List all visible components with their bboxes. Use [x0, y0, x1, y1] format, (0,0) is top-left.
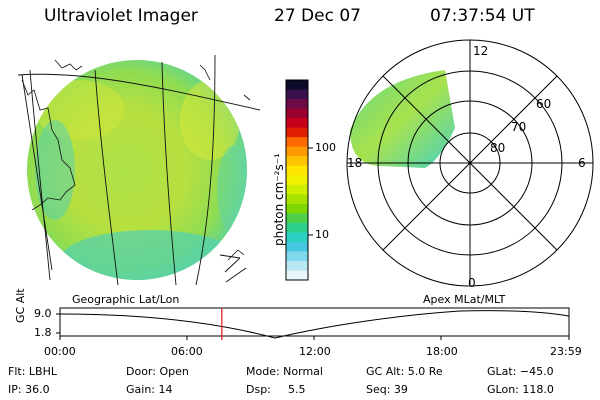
- colorbar-band: [286, 241, 308, 252]
- colorbar-band: [286, 127, 308, 138]
- timeline-xtick-2359: 23:59: [550, 345, 582, 358]
- colorbar-band: [286, 232, 308, 243]
- status-seq: Seq: 39: [366, 383, 408, 396]
- header-date: 27 Dec 07: [274, 6, 361, 26]
- colorbar-band: [286, 137, 308, 148]
- colorbar-band: [286, 108, 308, 119]
- timeline-left-title: Geographic Lat/Lon: [72, 293, 180, 306]
- colorbar-band: [286, 184, 308, 195]
- colorbar-band: [286, 203, 308, 214]
- colorbar-band: [286, 270, 308, 281]
- colorbar-band: [286, 80, 308, 91]
- status-filter: Flt: LBHL: [8, 365, 57, 378]
- timeline-xtick-1200: 12:00: [299, 345, 331, 358]
- earth-disk-image: [17, 54, 261, 286]
- colorbar-band: [286, 222, 308, 233]
- timeline-xtick-0000: 00:00: [44, 345, 76, 358]
- polar-label-lat60: 60: [536, 97, 552, 111]
- polar-label-dawn: 6: [578, 156, 586, 170]
- timeline-axis-label: GC Alt: [14, 288, 27, 323]
- status-door: Door: Open: [126, 365, 189, 378]
- colorbar-band: [286, 156, 308, 167]
- colorbar-band: [286, 89, 308, 100]
- status-gc-alt: GC Alt: 5.0 Re: [366, 365, 443, 378]
- polar-label-lat80: 80: [490, 141, 506, 155]
- status-dsp-label: Dsp:: [246, 383, 271, 396]
- colorbar-label: photon cm⁻²s⁻¹: [272, 153, 286, 246]
- colorbar-band: [286, 213, 308, 224]
- colorbar-band: [286, 146, 308, 157]
- colorbar-tick-10: 10: [315, 228, 329, 241]
- status-mode: Mode: Normal: [246, 365, 323, 378]
- colorbar-band: [286, 175, 308, 186]
- colorbar-band: [286, 99, 308, 110]
- status-glat: GLat: −45.0: [487, 365, 554, 378]
- timeline-ytick-high: 9.0: [34, 307, 52, 320]
- polar-label-dusk: 18: [347, 156, 363, 170]
- timeline-xtick-1800: 18:00: [426, 345, 458, 358]
- status-glon: GLon: 118.0: [487, 383, 554, 396]
- header-time: 07:37:54 UT: [430, 6, 535, 26]
- timeline-ytick-low: 1.8: [34, 326, 52, 339]
- colorbar-band: [286, 260, 308, 271]
- timeline-right-title: Apex MLat/MLT: [423, 293, 506, 306]
- colorbar-band: [286, 118, 308, 129]
- polar-label-lat70: 70: [511, 120, 527, 134]
- colorbar-band: [286, 194, 308, 205]
- colorbar: [285, 79, 313, 281]
- colorbar-tick-100: 100: [315, 141, 336, 154]
- status-dsp-value: 5.5: [288, 383, 306, 396]
- status-gain: Gain: 14: [126, 383, 173, 396]
- altitude-timeline: [56, 307, 570, 340]
- polar-label-midnight: 0: [468, 276, 476, 290]
- timeline-xtick-0600: 06:00: [171, 345, 203, 358]
- colorbar-band: [286, 251, 308, 262]
- status-ip: IP: 36.0: [8, 383, 50, 396]
- app-title: Ultraviolet Imager: [44, 6, 198, 26]
- colorbar-band: [286, 165, 308, 176]
- polar-label-noon: 12: [473, 44, 489, 58]
- polar-plot: [346, 39, 594, 287]
